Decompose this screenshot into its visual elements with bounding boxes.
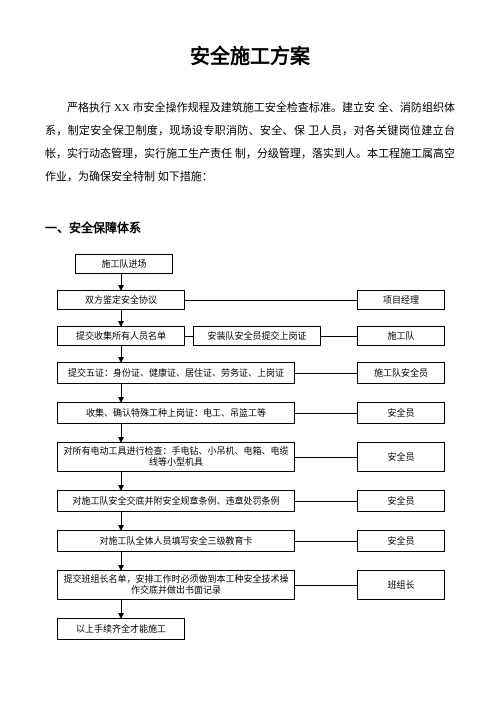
- flow-node-right-5: 安全员: [357, 490, 445, 512]
- flow-node-right-3: 安全员: [357, 402, 445, 424]
- flowchart-container: 施工队进场双方鉴定安全协议提交收集所有人员名单提交五证：身份证、健康证、居住证、…: [45, 254, 455, 674]
- flow-connector-2: [295, 373, 357, 374]
- page-title: 安全施工方案: [45, 40, 455, 69]
- flow-arrow-7: [121, 552, 122, 570]
- flow-arrow-0: [121, 274, 122, 290]
- flow-node-right-0: 项目经理: [357, 290, 445, 310]
- flow-node-left-6: 对施工队安全交底并附安全规章条例、违章处罚条例: [57, 490, 295, 512]
- flow-node-left-1: 双方鉴定安全协议: [57, 290, 185, 310]
- flow-node-left-9: 以上手续齐全才能施工: [57, 618, 185, 640]
- flow-connector-4: [295, 457, 357, 458]
- flow-node-right-4: 安全员: [357, 442, 445, 472]
- flow-connector-6: [295, 541, 357, 542]
- flow-node-right-1: 施工队: [357, 326, 445, 346]
- flow-arrow-4: [121, 424, 122, 442]
- flow-arrow-1: [121, 310, 122, 326]
- flow-connector-5: [295, 501, 357, 502]
- flow-connector-3: [295, 413, 357, 414]
- flow-connector-1: [321, 336, 357, 337]
- flow-node-left-4: 收集、确认特殊工种上岗证：电工、吊篮工等: [57, 402, 295, 424]
- intro-paragraph: 严格执行 XX 市安全操作规程及建筑施工安全检查标准。建立安 全、消防组织体系，…: [45, 97, 455, 189]
- flow-connector-7: [295, 585, 357, 586]
- section-heading: 一、安全保障体系: [45, 219, 455, 236]
- flow-node-left-0: 施工队进场: [75, 254, 173, 274]
- flow-node-right-6: 安全员: [357, 530, 445, 552]
- flow-mid-connector: [185, 336, 193, 337]
- flow-arrow-5: [121, 472, 122, 490]
- flow-arrow-2: [121, 346, 122, 362]
- flow-node-left-7: 对施工队全体人员填写安全三级教育卡: [57, 530, 295, 552]
- flow-node-left-8: 提交班组长名单，安排工作时必须做到本工种安全技术操作交底并做出书面记录: [57, 570, 295, 600]
- flow-node-mid: 安装队安全员提交上岗证: [193, 326, 321, 346]
- flow-node-right-7: 班组长: [357, 570, 445, 600]
- flow-arrow-8: [121, 600, 122, 618]
- flow-node-left-5: 对所有电动工具进行检查：手电钻、小吊机、电箱、电缆线等小型机具: [57, 442, 295, 472]
- flow-arrow-3: [121, 384, 122, 402]
- flow-connector-0: [185, 300, 357, 301]
- flow-node-left-3: 提交五证：身份证、健康证、居住证、劳务证、上岗证: [57, 362, 295, 384]
- flow-node-left-2: 提交收集所有人员名单: [57, 326, 185, 346]
- flow-node-right-2: 施工队安全员: [357, 362, 445, 384]
- flow-arrow-6: [121, 512, 122, 530]
